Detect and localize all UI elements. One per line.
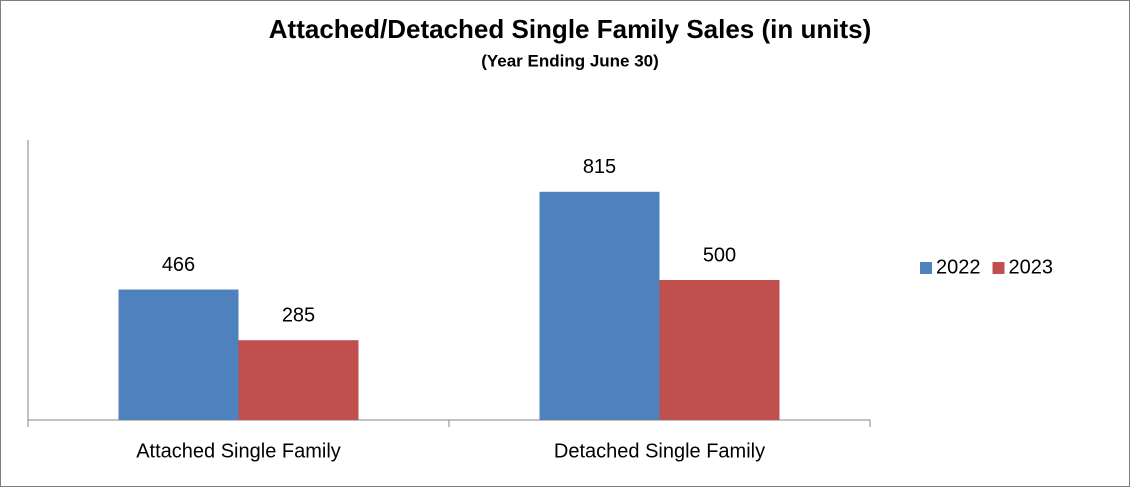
legend-swatch — [920, 262, 932, 274]
bar — [238, 340, 359, 420]
legend-swatch — [992, 262, 1005, 274]
chart-title: Attached/Detached Single Family Sales (i… — [269, 14, 871, 44]
chart-subtitle: (Year Ending June 30) — [481, 51, 659, 70]
x-tick-label: Attached Single Family — [136, 440, 341, 462]
data-label: 466 — [162, 254, 195, 276]
bar — [659, 280, 780, 420]
data-label: 285 — [282, 304, 315, 326]
x-tick-label: Detached Single Family — [554, 440, 765, 462]
data-label: 500 — [703, 244, 736, 266]
bar — [539, 191, 660, 420]
bar — [118, 289, 239, 420]
data-label: 815 — [583, 156, 616, 178]
legend-label: 2022 — [936, 256, 981, 278]
legend-label: 2023 — [1009, 256, 1054, 278]
